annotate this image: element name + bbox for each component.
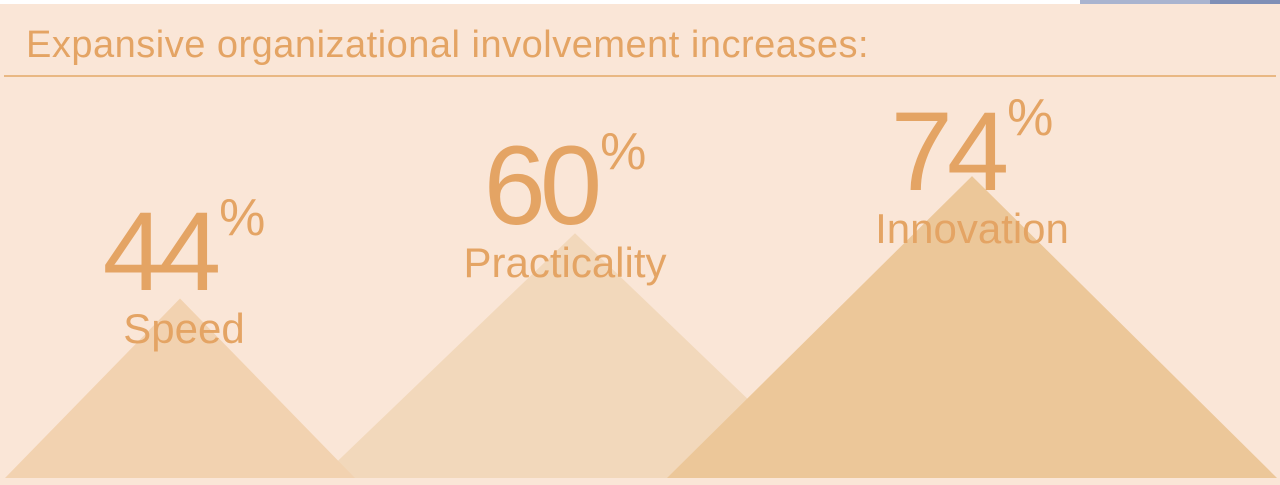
stat-label: Innovation (875, 205, 1069, 252)
stat-practicality: 60% Practicality (430, 126, 700, 286)
pyramid-speed (5, 298, 355, 478)
title-divider (4, 75, 1276, 77)
percent-sign: % (600, 123, 647, 181)
chart-title: Expansive organizational involvement inc… (26, 24, 870, 66)
pyramid-innovation (320, 233, 830, 478)
corner-tab-accent (1210, 0, 1280, 4)
percent-sign: % (1007, 89, 1054, 147)
stat-value: 74 (890, 89, 1010, 214)
top-strip (0, 0, 1280, 4)
stat-value: 60 (483, 123, 603, 248)
stat-speed: 44% Speed (74, 192, 294, 352)
stat-label: Speed (123, 305, 245, 352)
stat-label: Practicality (463, 239, 667, 286)
corner-tab (1080, 0, 1280, 4)
stat-value: 44 (102, 189, 222, 314)
stat-innovation: 74% Innovation (842, 92, 1102, 252)
percent-sign: % (219, 189, 266, 247)
pyramid-practicality (667, 176, 1277, 478)
